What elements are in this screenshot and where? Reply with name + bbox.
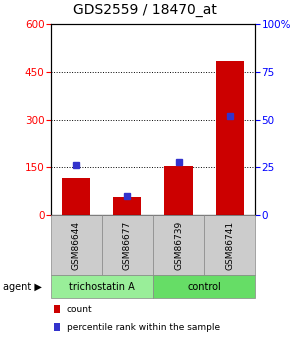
Text: GSM86677: GSM86677 <box>123 220 132 270</box>
Bar <box>164 166 193 215</box>
Bar <box>62 178 90 215</box>
Text: agent ▶: agent ▶ <box>3 282 42 292</box>
Text: count: count <box>67 305 92 314</box>
Text: trichostatin A: trichostatin A <box>69 282 135 292</box>
Text: GDS2559 / 18470_at: GDS2559 / 18470_at <box>73 3 217 18</box>
Text: GSM86741: GSM86741 <box>225 220 234 270</box>
Text: GSM86739: GSM86739 <box>174 220 183 270</box>
Text: percentile rank within the sample: percentile rank within the sample <box>67 323 220 332</box>
Text: GSM86644: GSM86644 <box>72 220 81 270</box>
Bar <box>215 61 244 215</box>
Bar <box>113 197 142 215</box>
Text: control: control <box>187 282 221 292</box>
